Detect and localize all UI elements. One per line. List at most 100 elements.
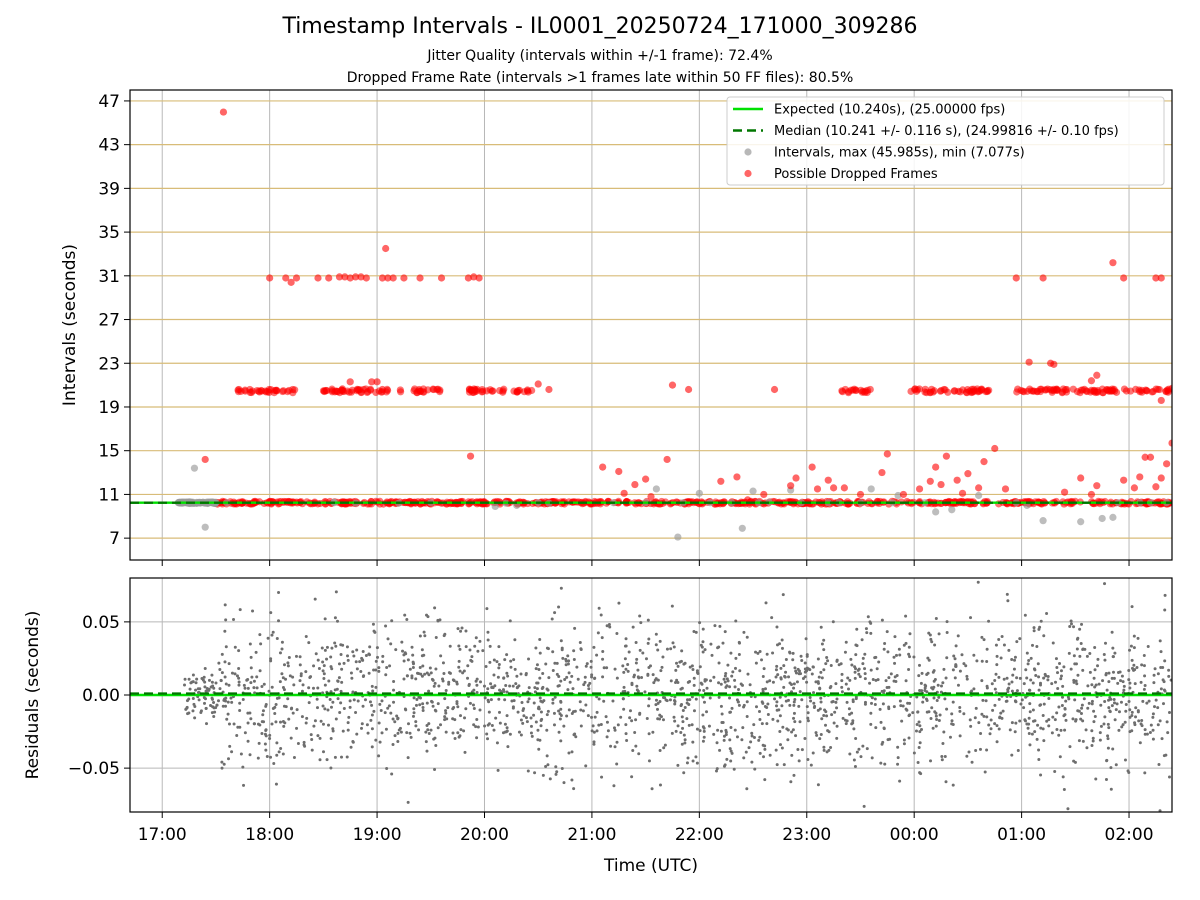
residual-point: [646, 618, 650, 622]
residual-point: [804, 637, 808, 641]
residual-point: [676, 664, 680, 668]
residual-point: [747, 746, 751, 750]
residual-point: [672, 645, 676, 649]
residual-point: [939, 684, 943, 688]
residual-point: [1151, 715, 1155, 719]
residual-point: [690, 723, 694, 727]
residual-point: [691, 740, 695, 744]
residual-point: [597, 606, 601, 610]
dropped-frame-point: [883, 450, 891, 458]
residual-point: [896, 756, 900, 760]
interval-point: [932, 508, 940, 516]
residual-point: [186, 712, 190, 716]
dropped-frame-point: [282, 274, 290, 282]
residual-point: [1127, 699, 1131, 703]
residual-point: [1012, 667, 1016, 671]
residual-point: [812, 691, 816, 695]
residual-point: [585, 662, 589, 666]
residual-point: [209, 685, 213, 689]
residual-point: [315, 697, 319, 701]
residual-point: [770, 616, 774, 620]
residual-point: [608, 625, 612, 629]
residual-point: [1133, 668, 1137, 672]
residual-point: [919, 681, 923, 685]
residual-point: [532, 713, 536, 717]
residual-point: [884, 679, 888, 683]
residual-point: [628, 709, 632, 713]
residual-point: [917, 663, 921, 667]
residual-point: [908, 701, 912, 705]
residual-point: [226, 700, 230, 704]
residual-point: [342, 661, 346, 665]
residual-point: [243, 731, 247, 735]
residual-point: [806, 719, 810, 723]
residual-point: [242, 783, 246, 787]
residual-point: [775, 625, 779, 629]
residual-point: [994, 643, 998, 647]
residual-point: [355, 732, 359, 736]
x-tick-label: 00:00: [890, 825, 939, 845]
residual-point: [999, 656, 1003, 660]
residual-point: [583, 680, 587, 684]
residual-point: [887, 685, 891, 689]
residual-point: [273, 712, 277, 716]
residual-point: [1054, 657, 1058, 661]
dropped-frame-point: [287, 278, 295, 286]
residual-point: [210, 680, 214, 684]
residual-point: [855, 750, 859, 754]
residual-point: [1076, 636, 1080, 640]
residual-point: [563, 677, 567, 681]
residual-point: [934, 724, 938, 728]
residual-point: [639, 621, 643, 625]
residual-point: [760, 658, 764, 662]
dropped-frame-point: [1087, 490, 1096, 499]
residual-point: [931, 726, 935, 730]
residual-point: [411, 666, 415, 670]
residual-point: [1108, 696, 1112, 700]
residual-point: [654, 703, 658, 707]
residual-point: [402, 659, 406, 663]
residual-point: [1117, 710, 1121, 714]
residual-point: [698, 665, 702, 669]
residual-point: [758, 717, 762, 721]
residual-point: [680, 649, 684, 653]
residual-point: [654, 643, 658, 647]
residual-point: [700, 682, 704, 686]
residual-point: [264, 748, 268, 752]
residual-point: [391, 742, 395, 746]
residual-point: [325, 657, 329, 661]
residual-point: [459, 629, 463, 633]
residual-point: [217, 661, 221, 665]
residual-point: [719, 729, 723, 733]
residual-point: [423, 634, 427, 638]
residual-point: [627, 650, 631, 654]
residual-point: [1127, 669, 1131, 673]
residual-point: [681, 708, 685, 712]
residual-point: [855, 627, 859, 631]
residual-point: [765, 722, 769, 726]
residual-point: [1013, 658, 1017, 662]
legend: Expected (10.240s), (25.00000 fps)Median…: [726, 96, 1165, 186]
residual-point: [289, 736, 293, 740]
residual-point: [829, 685, 833, 689]
residual-point: [1112, 676, 1116, 680]
residual-point: [464, 629, 468, 633]
residual-point: [1118, 670, 1122, 674]
residual-point: [325, 645, 329, 649]
residual-point: [597, 697, 601, 701]
residual-point: [932, 685, 936, 689]
dropped-frame-point: [292, 274, 301, 282]
residual-point: [420, 674, 424, 678]
residual-point: [1122, 684, 1126, 688]
residual-point: [505, 690, 509, 694]
residual-point: [486, 723, 490, 727]
residual-point: [467, 682, 471, 686]
residual-point: [1008, 728, 1012, 732]
residual-point: [1072, 680, 1076, 684]
residual-point: [605, 666, 609, 670]
residual-point: [792, 682, 796, 686]
residual-point: [260, 732, 264, 736]
interval-point: [894, 491, 902, 500]
residual-point: [967, 750, 971, 754]
